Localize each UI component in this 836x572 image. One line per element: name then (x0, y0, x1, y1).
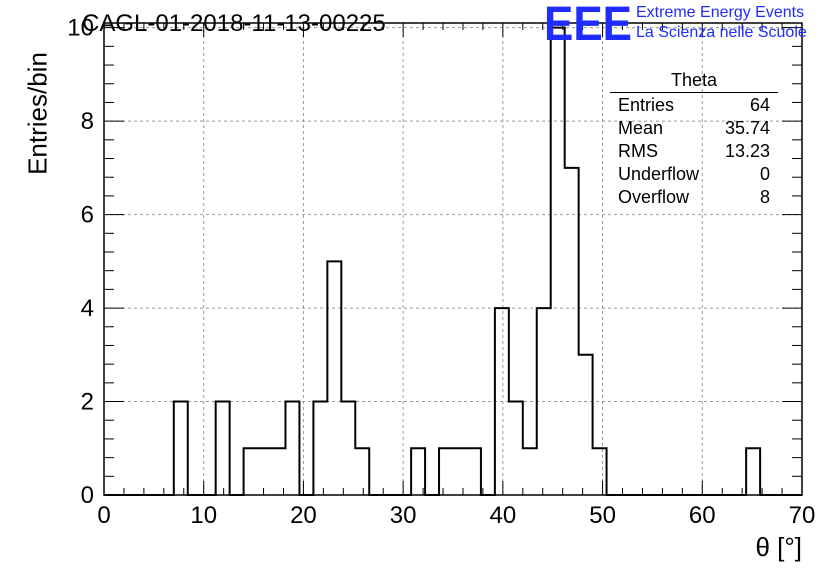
chart-title: CAGL-01-2018-11-13-00225 (82, 10, 386, 37)
stats-title: Theta (610, 70, 778, 93)
axis-ticks (103, 23, 803, 496)
stats-value: 64 (749, 95, 770, 115)
stats-row-overflow: Overflow 8 (610, 186, 778, 209)
y-tick-label: 0 (81, 482, 94, 509)
stats-value: 0 (759, 164, 770, 184)
logo-text: Extreme Energy Events La Scienza nelle S… (636, 3, 807, 43)
stats-row-mean: Mean 35.74 (610, 117, 778, 140)
stats-row-entries: Entries 64 (610, 94, 778, 117)
stats-value: 35.74 (724, 118, 770, 138)
x-tick-label: 0 (97, 502, 110, 529)
tick-labels: 0 10 20 30 40 50 60 70 0 2 4 6 8 10 (67, 15, 815, 529)
stats-row-underflow: Underflow 0 (610, 163, 778, 186)
plot-frame (103, 22, 803, 496)
eee-logo: EEE (544, 0, 632, 44)
logo-line-2: La Scienza nelle Scuole (636, 24, 807, 41)
x-tick-label: 20 (290, 502, 317, 529)
stats-label: Entries (618, 95, 675, 115)
x-tick-label: 50 (589, 502, 616, 529)
logo-line-1: Extreme Energy Events (636, 4, 805, 21)
x-tick-label: 10 (190, 502, 217, 529)
stats-value: 8 (759, 187, 770, 207)
logo-mark: EEE (544, 0, 632, 44)
stats-row-rms: RMS 13.23 (610, 140, 778, 163)
stats-label: Overflow (618, 187, 690, 207)
y-tick-label: 2 (81, 389, 94, 416)
x-tick-label: 60 (689, 502, 716, 529)
y-tick-label: 10 (67, 15, 94, 42)
stats-label: Mean (618, 118, 664, 138)
x-tick-label: 40 (490, 502, 517, 529)
y-tick-label: 8 (81, 108, 94, 135)
y-tick-label: 4 (81, 295, 94, 322)
stats-box: Theta Entries 64 Mean 35.74 RMS 13.23 Under… (610, 70, 778, 209)
stats-label: RMS (618, 141, 658, 161)
y-tick-label: 6 (81, 202, 94, 229)
y-axis-label: Entries/bin (22, 52, 53, 175)
stats-value: 13.23 (724, 141, 770, 161)
x-axis-label: θ [°] (755, 532, 802, 562)
x-tick-label: 70 (789, 502, 816, 529)
x-tick-label: 30 (390, 502, 417, 529)
stats-label: Underflow (618, 164, 700, 184)
